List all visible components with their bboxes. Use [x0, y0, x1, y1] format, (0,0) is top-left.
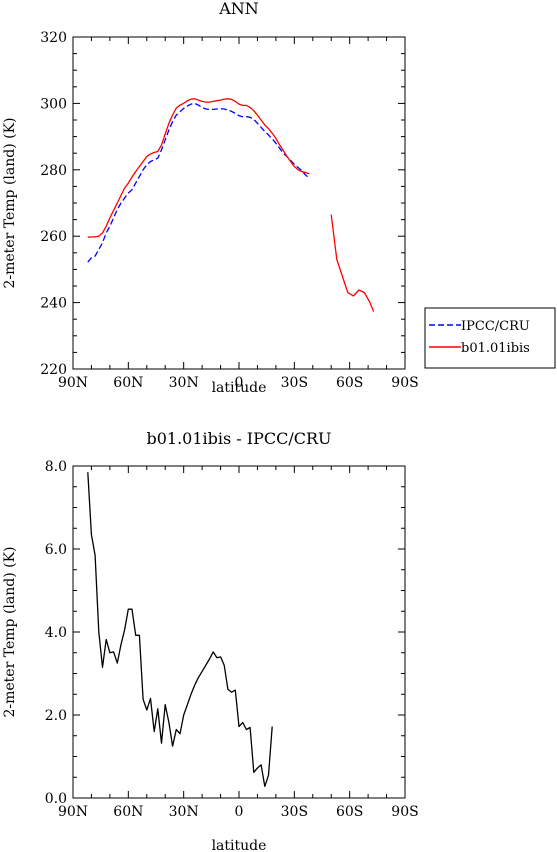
y-tick-label: 260 [40, 229, 67, 245]
y-tick-label: 2.0 [45, 708, 67, 724]
series-line-b01-01ibis-seg2 [330, 214, 375, 312]
x-tick-label: 90S [391, 375, 418, 391]
x-tick-label: 30N [169, 375, 199, 391]
y-tick-label: 240 [40, 296, 67, 312]
x-tick-label: 30S [281, 804, 308, 820]
legend-entry: IPCC/CRU [461, 319, 530, 334]
legend-box [424, 307, 556, 369]
chart-title: b01.01ibis - IPCC/CRU [146, 429, 331, 448]
x-tick-label: 0 [235, 804, 244, 820]
x-tick-label: 0 [235, 375, 244, 391]
y-tick-label: 8.0 [45, 459, 67, 475]
x-tick-label: 30N [169, 804, 199, 820]
y-axis-label: 2-meter Temp (land) (K) [2, 546, 18, 717]
x-tick-label: 60S [336, 804, 363, 820]
y-tick-label: 6.0 [45, 542, 67, 558]
y-tick-label: 220 [40, 362, 67, 378]
x-tick-label: 60N [113, 375, 143, 391]
legend-entry: b01.01ibis [461, 341, 530, 356]
series-line-b01-01ibis-seg1 [87, 98, 310, 238]
x-tick-label: 60S [336, 375, 363, 391]
chart-title: ANN [218, 0, 259, 18]
x-tick-label: 90N [58, 375, 88, 391]
legend: IPCC/CRU b01.01ibis [424, 307, 556, 369]
y-axis-label: 2-meter Temp (land) (K) [2, 117, 18, 288]
series-line-ipcc-cru-seg1 [87, 102, 310, 263]
y-tick-label: 300 [40, 96, 67, 112]
x-axis-label: latitude [212, 380, 267, 396]
x-tick-label: 60N [113, 804, 143, 820]
plot-frame [72, 36, 406, 370]
chart-panel-1: 90N 60N 30N 0 30S 60S 90S 220 240 260 280 300 320 ANN… [2, 0, 556, 396]
y-tick-label: 0.0 [45, 791, 67, 807]
x-tick-label: 90N [58, 804, 88, 820]
plot-frame [72, 465, 406, 799]
x-tick-label: 90S [391, 804, 418, 820]
series-line-difference-seg1 [87, 472, 273, 788]
y-tick-label: 4.0 [45, 625, 67, 641]
x-axis-label: latitude [212, 838, 267, 852]
y-tick-label: 320 [40, 30, 67, 46]
y-tick-label: 280 [40, 163, 67, 179]
chart-panel-2: 90N 60N 30N 0 30S 60S 90S 0.0 2.0 4.0 6.0 8.0 b01.01… [2, 429, 419, 852]
x-tick-label: 30S [281, 375, 308, 391]
